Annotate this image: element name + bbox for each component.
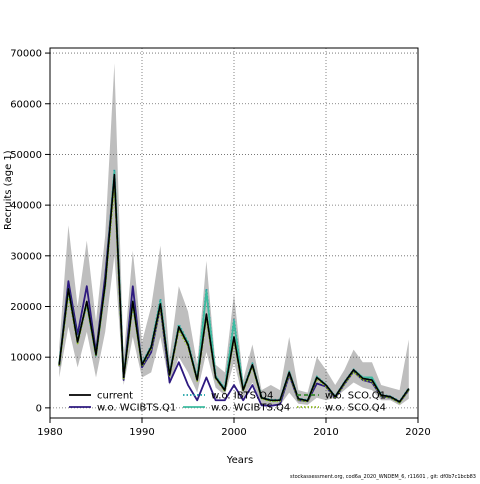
y-tick-label: 70000 <box>10 49 42 60</box>
legend-label-1: w.o. WCIBTS.Q1 <box>97 403 176 414</box>
y-tick-label: 30000 <box>10 251 42 262</box>
x-tick-label: 2010 <box>313 427 338 438</box>
footer-note: stockassessment.org, cod6a_2020_WNDEM_6,… <box>290 474 476 480</box>
x-tick-label: 1980 <box>37 427 62 438</box>
y-tick-label: 20000 <box>10 302 42 313</box>
legend-label-3: w.o. WCIBTS.Q4 <box>211 403 290 414</box>
x-tick-label: 2000 <box>221 427 246 438</box>
legend-label-2: w.o. IBTS.Q4 <box>211 391 273 402</box>
y-tick-label: 40000 <box>10 201 42 212</box>
x-tick-label: 1990 <box>129 427 154 438</box>
y-tick-label: 60000 <box>10 99 42 110</box>
y-axis-label: Recruits (age 1) <box>3 150 14 230</box>
y-tick-label: 10000 <box>10 353 42 364</box>
legend-label-5: w.o. SCO.Q4 <box>325 403 386 414</box>
legend-label-4: w.o. SCO.Q1 <box>325 391 386 402</box>
y-tick-label: 50000 <box>10 150 42 161</box>
legend-label-0: current <box>97 391 133 402</box>
x-tick-label: 2020 <box>405 427 430 438</box>
y-tick-label: 0 <box>36 403 42 414</box>
series-line-0 <box>58 173 410 403</box>
x-axis-label: Years <box>226 455 254 466</box>
